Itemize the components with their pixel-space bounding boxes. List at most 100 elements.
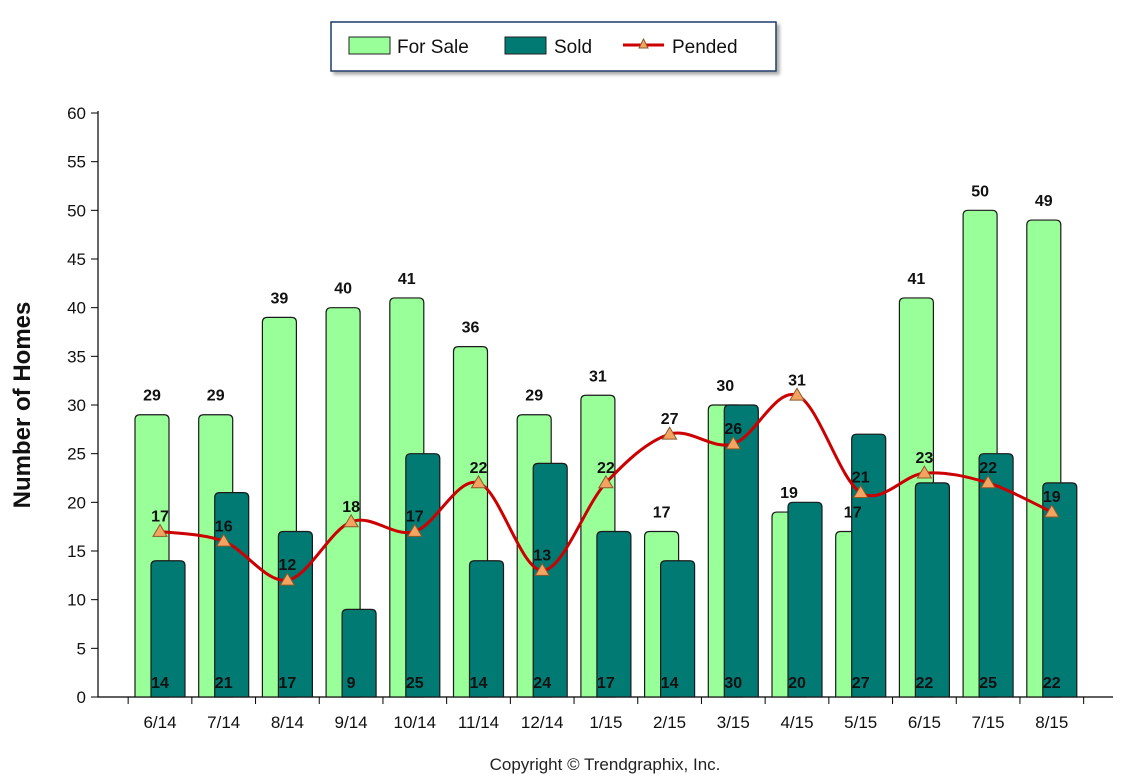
data-label-for-sale: 29	[143, 388, 161, 405]
bar-sold	[405, 453, 441, 698]
y-tick-label: 5	[77, 639, 86, 658]
marker-pended	[152, 523, 168, 537]
x-tick-label: 10/14	[394, 713, 437, 732]
data-label-for-sale: 41	[908, 271, 926, 288]
y-tick-label: 35	[67, 347, 86, 366]
y-tick-label: 25	[67, 445, 86, 464]
data-label-for-sale: 29	[207, 388, 225, 405]
marker-pended	[470, 474, 487, 489]
marker-pended	[279, 572, 296, 586]
data-label-sold: 27	[852, 675, 870, 692]
data-label-pended: 19	[1043, 489, 1061, 506]
data-label-pended: 13	[533, 547, 551, 564]
data-label-sold: 20	[788, 675, 806, 692]
data-label-for-sale: 49	[1035, 193, 1053, 210]
y-tick-label: 30	[67, 396, 86, 415]
marker-pended	[598, 474, 614, 489]
x-tick-label: 8/15	[1035, 713, 1068, 732]
bar-sold	[150, 560, 186, 698]
x-tick-label: 9/14	[335, 713, 368, 732]
bar-sold	[851, 433, 887, 698]
data-label-sold: 25	[406, 675, 424, 692]
marker-pended	[406, 523, 423, 537]
marker-pended	[980, 474, 996, 489]
x-tick-label: 6/14	[143, 713, 176, 732]
x-tick-label: 6/15	[908, 713, 941, 732]
marker-pended	[534, 562, 551, 576]
y-tick-label: 55	[67, 153, 86, 172]
legend-label-sold: Sold	[554, 37, 592, 58]
legend: For Sale Sold Pended	[330, 21, 777, 72]
marker-pended	[1043, 504, 1060, 518]
bar-sold	[978, 453, 1014, 698]
bar-sold	[532, 462, 568, 698]
y-tick-label: 15	[67, 542, 86, 561]
data-label-pended: 27	[661, 411, 679, 428]
y-axis-label: Number of Homes	[9, 302, 36, 509]
marker-pended	[661, 426, 678, 440]
data-label-pended: 22	[470, 460, 488, 477]
marker-pended	[789, 387, 805, 401]
data-label-sold: 22	[1043, 675, 1061, 692]
data-label-sold: 14	[151, 675, 169, 692]
legend-box	[330, 21, 777, 72]
x-tick-label: 11/14	[458, 713, 499, 732]
bar-sold	[341, 608, 377, 698]
data-label-pended: 22	[979, 460, 997, 477]
data-label-sold: 9	[347, 675, 356, 692]
data-label-for-sale: 30	[716, 378, 734, 395]
data-label-for-sale: 39	[271, 290, 289, 307]
x-tick-label: 7/15	[972, 713, 1005, 732]
data-label-for-sale: 41	[398, 271, 416, 288]
x-tick-label: 1/15	[589, 713, 622, 732]
y-tick-label: 50	[67, 201, 86, 220]
legend-swatch-sold	[504, 36, 547, 55]
bar-sold	[596, 530, 632, 698]
data-label-for-sale: 17	[844, 505, 862, 522]
data-label-pended: 12	[279, 557, 297, 574]
data-label-sold: 17	[597, 675, 615, 692]
copyright-text: Copyright © Trendgraphix, Inc.	[490, 755, 721, 774]
bar-sold	[723, 404, 759, 698]
data-label-pended: 21	[852, 470, 870, 487]
data-label-sold: 17	[279, 675, 297, 692]
data-label-sold: 24	[533, 675, 551, 692]
x-tick-label: 7/14	[207, 713, 240, 732]
data-label-for-sale: 17	[653, 505, 671, 522]
y-tick-label: 10	[67, 591, 86, 610]
legend-label-for-sale: For Sale	[397, 37, 469, 58]
x-tick-label: 5/15	[844, 713, 877, 732]
marker-pended	[215, 533, 232, 547]
data-label-sold: 21	[215, 675, 233, 692]
data-label-for-sale: 40	[334, 281, 352, 298]
bar-sold	[1042, 482, 1078, 698]
data-label-pended: 26	[724, 421, 742, 438]
data-label-pended: 22	[597, 460, 615, 477]
legend-label-pended: Pended	[672, 37, 738, 58]
data-label-pended: 31	[788, 372, 806, 389]
legend-swatch-for-sale	[348, 36, 391, 55]
x-tick-label: 3/15	[717, 713, 750, 732]
data-label-sold: 22	[916, 675, 934, 692]
data-label-sold: 14	[470, 675, 488, 692]
bar-sold	[914, 482, 950, 698]
data-label-for-sale: 36	[462, 320, 480, 337]
bar-sold	[468, 560, 505, 698]
data-label-pended: 17	[406, 509, 424, 526]
legend-marker-pended	[638, 37, 649, 49]
y-tick-label: 45	[67, 250, 86, 269]
x-tick-label: 8/14	[271, 713, 304, 732]
plot-area: 0 5 10 15 20 25 30 35 40 45 50 55 60 6/14 7/14 8/14 9/14…	[67, 104, 1113, 732]
y-tick-label: 0	[77, 688, 86, 707]
data-label-sold: 30	[724, 675, 742, 692]
marker-pended	[725, 435, 742, 450]
data-label-pended: 18	[342, 499, 360, 516]
x-tick-label: 12/14	[521, 713, 564, 732]
data-label-for-sale: 29	[525, 388, 543, 405]
marker-pended	[343, 513, 359, 528]
data-label-sold: 14	[661, 675, 679, 692]
data-label-for-sale: 50	[971, 183, 989, 200]
data-label-pended: 17	[151, 509, 169, 526]
bar-sold	[277, 530, 313, 698]
